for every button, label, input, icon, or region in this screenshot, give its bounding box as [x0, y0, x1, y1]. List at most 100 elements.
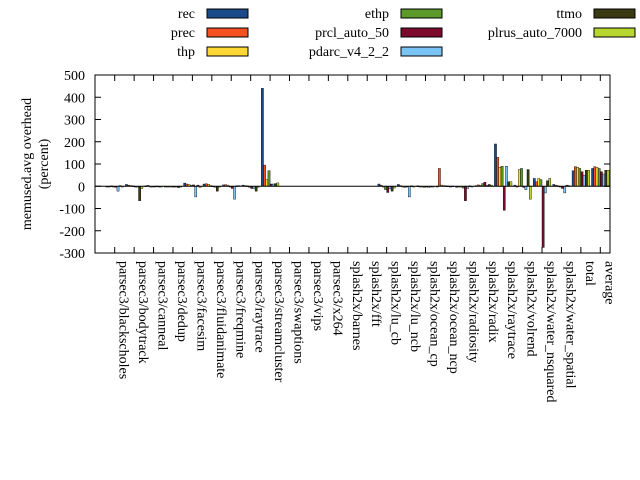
- legend-label: ttmo: [556, 7, 582, 22]
- y-tick-label: 300: [64, 114, 85, 129]
- bar: [265, 179, 269, 187]
- bar: [390, 186, 394, 192]
- bar: [580, 171, 584, 187]
- x-tick-label: splash2x/volrend: [524, 261, 539, 357]
- x-tick-label: parsec3/fluidanimate: [213, 261, 228, 378]
- bar: [500, 166, 504, 187]
- bar: [593, 166, 597, 187]
- bar: [507, 181, 510, 187]
- bar: [483, 182, 487, 187]
- bar: [408, 186, 411, 198]
- y-tick-label: -200: [59, 225, 85, 240]
- x-tick-label: parsec3/freqmine: [232, 261, 247, 358]
- bar: [502, 186, 506, 211]
- bar: [582, 174, 586, 187]
- y-tick-label: 0: [78, 180, 85, 195]
- bar: [464, 186, 467, 201]
- y-tick-label: -100: [59, 203, 85, 218]
- bar: [606, 170, 610, 187]
- y-axis-label-line2: (percent): [37, 138, 52, 189]
- bar: [386, 186, 390, 193]
- y-tick-label: 100: [64, 158, 85, 173]
- legend-label: plrus_auto_7000: [488, 26, 582, 41]
- bar: [498, 167, 502, 187]
- y-tick-label: 200: [64, 136, 85, 151]
- legend-label: prec: [171, 26, 195, 41]
- bar: [254, 186, 258, 192]
- x-tick-label: parsec3/bodytrack: [135, 261, 150, 364]
- y-tick-label: 400: [64, 91, 85, 106]
- legend-swatch: [400, 27, 443, 38]
- bar: [548, 178, 552, 187]
- y-tick-label: 500: [64, 69, 85, 84]
- bar: [578, 168, 582, 187]
- bar: [541, 186, 545, 248]
- bar: [505, 166, 508, 187]
- bar: [261, 88, 264, 187]
- bar: [138, 186, 141, 201]
- bar: [263, 164, 266, 187]
- legend: rec prec thp ethp prcl_auto_50 pdarc_v4_2_2 tt…: [171, 7, 636, 60]
- legend-swatch: [206, 8, 249, 19]
- bars: [105, 88, 610, 248]
- legend-swatch: [593, 27, 636, 38]
- bar: [535, 181, 538, 187]
- x-tick-label: splash2x/ocean_cp: [426, 261, 441, 367]
- bar: [595, 167, 599, 187]
- bar: [528, 186, 532, 200]
- bar: [526, 169, 530, 187]
- bar: [576, 167, 579, 187]
- bar: [600, 171, 603, 187]
- x-tick-label: splash2x/ocean_ncp: [446, 261, 461, 374]
- bar: [438, 168, 441, 187]
- bar: [276, 182, 280, 187]
- x-tick-label: average: [601, 261, 616, 305]
- x-tick-label: splash2x/radiosity: [465, 261, 480, 363]
- legend-label: rec: [178, 7, 195, 22]
- bar: [384, 186, 387, 190]
- bar: [517, 169, 521, 187]
- x-tick-label: splash2x/lu_ncb: [407, 261, 422, 352]
- x-tick-label: parsec3/vips: [310, 261, 325, 331]
- bar: [602, 173, 605, 187]
- x-tick-label: parsec3/blackscholes: [116, 261, 131, 379]
- x-tick-label: splash2x/barnes: [349, 261, 364, 350]
- x-tick-label: splash2x/fft: [368, 261, 383, 327]
- legend-label: prcl_auto_50: [315, 26, 389, 41]
- x-tick-label: total: [582, 261, 597, 286]
- y-axis-label-line1: memused.avg overhead: [20, 98, 35, 230]
- x-tick-label: splash2x/raytrace: [504, 261, 519, 359]
- bar: [563, 186, 567, 194]
- bar: [544, 186, 547, 194]
- bar: [546, 180, 549, 187]
- legend-label: thp: [177, 45, 195, 60]
- legend-label: ethp: [365, 7, 389, 22]
- bar: [571, 170, 575, 187]
- bar: [539, 179, 543, 187]
- bar: [604, 170, 608, 187]
- legend-swatch: [206, 46, 249, 57]
- bar: [533, 178, 536, 187]
- legend-swatch: [400, 8, 443, 19]
- bar: [520, 168, 523, 187]
- bar: [194, 186, 198, 198]
- x-tick-label: parsec3/canneal: [155, 261, 170, 350]
- x-tick-label: parsec3/raytrace: [252, 261, 267, 353]
- x-tick-label: parsec3/facesim: [193, 261, 208, 351]
- bar: [585, 170, 588, 187]
- bar: [587, 170, 590, 187]
- plot-frame: [94, 74, 611, 254]
- bar: [524, 186, 528, 190]
- y-axis: -300 -200 -100 0 100 200 300 400 500: [59, 69, 610, 262]
- bar: [537, 178, 541, 187]
- bar: [509, 181, 513, 187]
- x-tick-label: splash2x/radix: [485, 261, 500, 343]
- y-tick-label: -300: [59, 247, 85, 262]
- bar: [116, 186, 120, 192]
- x-tick-label: splash2x/lu_cb: [388, 261, 403, 345]
- x-axis: parsec3/blackscholes parsec3/bodytrack par…: [114, 75, 616, 403]
- x-tick-label: splash2x/water_spatial: [562, 261, 577, 389]
- legend-label: pdarc_v4_2_2: [309, 45, 389, 60]
- x-tick-label: parsec3/streamcluster: [271, 261, 286, 383]
